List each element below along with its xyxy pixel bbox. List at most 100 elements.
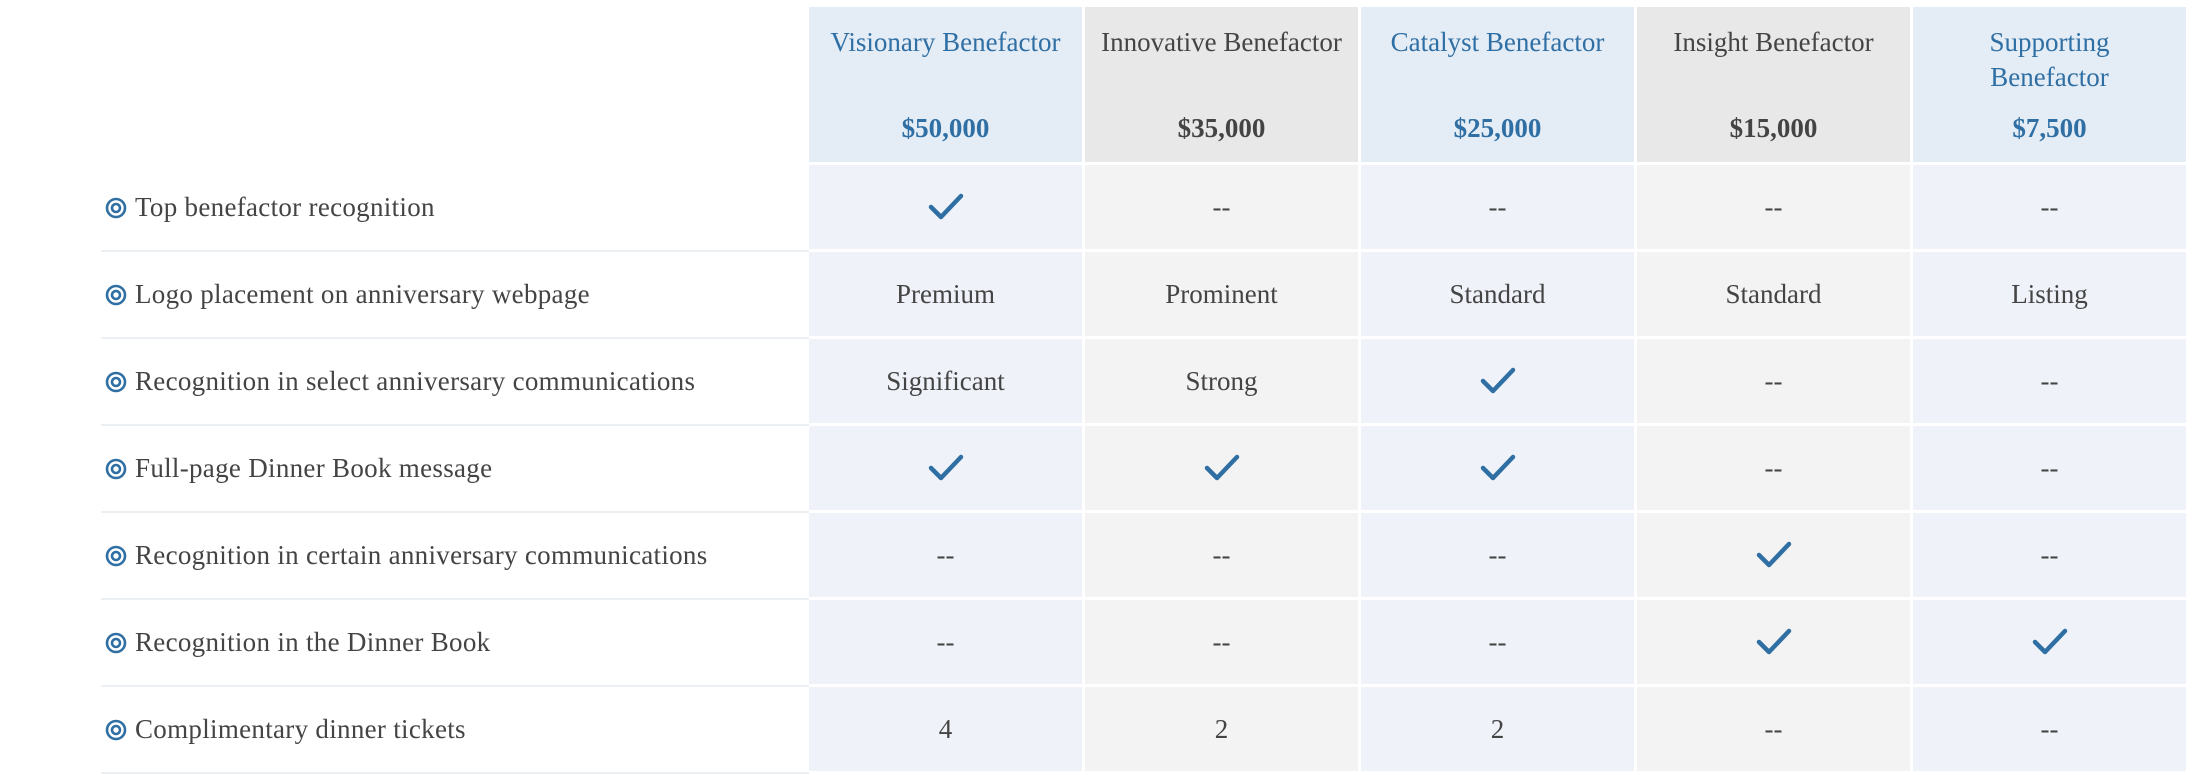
check-mark [1756, 541, 1791, 568]
bullet-icon [105, 371, 127, 392]
cell-text: Standard [1725, 278, 1822, 309]
label-text: Top benefactor recognition [135, 192, 435, 222]
tier-price: $35,000 [1177, 113, 1266, 143]
cell-text: -- [1212, 191, 1231, 222]
table-cell: -- [1361, 513, 1634, 597]
label-text: Complimentary dinner tickets [135, 714, 466, 744]
cell-text: -- [1764, 191, 1783, 222]
cell-text: Significant [886, 365, 1005, 396]
tier-name: Catalyst Benefactor [1390, 27, 1605, 57]
cell-text: -- [1488, 626, 1507, 657]
table-cell: 2 [1361, 687, 1634, 771]
cell-text: -- [1212, 539, 1231, 570]
tier-name: Innovative Benefactor [1101, 27, 1342, 57]
tier-header: Supporting Benefactor $7,500 [1913, 7, 2186, 162]
table-cell: 4 [809, 687, 1082, 771]
cell-text: Prominent [1165, 278, 1278, 309]
cell-text: -- [1764, 713, 1783, 744]
tier-price: $25,000 [1453, 113, 1542, 143]
tier-price: $7,500 [2012, 113, 2087, 143]
cell-text: Strong [1185, 365, 1258, 396]
table-cell [1637, 600, 1910, 684]
bullet-icon [105, 719, 127, 740]
table-cell: -- [1913, 165, 2186, 249]
cell-text: -- [2040, 452, 2059, 483]
tier-header: Catalyst Benefactor $25,000 [1361, 7, 1634, 162]
cell-text: Listing [2011, 278, 2088, 309]
table-cell: Prominent [1085, 252, 1358, 336]
row-label: Complimentary dinner tickets [101, 687, 809, 774]
cell-text: Standard [1449, 278, 1546, 309]
table-cell: -- [1637, 339, 1910, 423]
row-label: Logo placement on anniversary webpage [101, 252, 809, 339]
check-mark [1480, 454, 1515, 481]
row-label: Top benefactor recognition [101, 165, 809, 252]
label-text: Recognition in certain anniversary commu… [135, 540, 708, 570]
table-cell [1361, 339, 1634, 423]
cell-text: -- [936, 626, 955, 657]
check-mark [928, 193, 963, 220]
table-cell: Significant [809, 339, 1082, 423]
tier-header: Insight Benefactor $15,000 [1637, 7, 1910, 162]
table-cell: Listing [1913, 252, 2186, 336]
cell-text: -- [2040, 191, 2059, 222]
tier-name: Visionary Benefactor [830, 27, 1061, 57]
cell-text: -- [2040, 539, 2059, 570]
cell-text: -- [2040, 713, 2059, 744]
row-label: Recognition in select anniversary commun… [101, 339, 809, 426]
table-cell: -- [1085, 600, 1358, 684]
tier-name: Insight Benefactor [1673, 27, 1874, 57]
cell-text: -- [1488, 191, 1507, 222]
cell-text: 2 [1490, 713, 1505, 744]
cell-text: 4 [938, 713, 953, 744]
table-cell [1913, 600, 2186, 684]
check-mark [1480, 367, 1515, 394]
row-label: Recognition in certain anniversary commu… [101, 513, 809, 600]
table-cell: -- [809, 600, 1082, 684]
label-text: Recognition in the Dinner Book [135, 627, 491, 657]
cell-text: 2 [1214, 713, 1229, 744]
cell-text: -- [1488, 539, 1507, 570]
row-label: Full-page Dinner Book message [101, 426, 809, 513]
table-cell: -- [1637, 687, 1910, 771]
table-cell [809, 165, 1082, 249]
check-mark [928, 454, 963, 481]
label-text: Recognition in select anniversary commun… [135, 366, 696, 396]
table-cell: -- [1085, 165, 1358, 249]
cell-text: Premium [896, 278, 995, 309]
table-cell: -- [1361, 600, 1634, 684]
label-text: Logo placement on anniversary webpage [135, 279, 590, 309]
tier-price: $15,000 [1729, 113, 1818, 143]
cell-text: -- [936, 539, 955, 570]
bullet-icon [105, 284, 127, 305]
cell-text: -- [1764, 365, 1783, 396]
row-label: Recognition in the Dinner Book [101, 600, 809, 687]
table-cell [1085, 426, 1358, 510]
tier-header: Visionary Benefactor $50,000 [809, 7, 1082, 162]
table-cell: -- [809, 513, 1082, 597]
check-mark [1204, 454, 1239, 481]
cell-text: -- [1212, 626, 1231, 657]
table-cell: Premium [809, 252, 1082, 336]
table-cell: -- [1913, 339, 2186, 423]
table-cell [1361, 426, 1634, 510]
table-cell: -- [1913, 513, 2186, 597]
bullet-icon [105, 458, 127, 479]
tier-price: $50,000 [901, 113, 990, 143]
table-cell: -- [1637, 165, 1910, 249]
tier-header: Innovative Benefactor $35,000 [1085, 7, 1358, 162]
bullet-icon [105, 197, 127, 218]
table-cell: -- [1085, 513, 1358, 597]
table-cell: Standard [1361, 252, 1634, 336]
table-cell: Standard [1637, 252, 1910, 336]
bullet-icon [105, 632, 127, 653]
table-cell: -- [1361, 165, 1634, 249]
cell-text: -- [2040, 365, 2059, 396]
table-cell: -- [1913, 426, 2186, 510]
table-cell: Strong [1085, 339, 1358, 423]
table-cell [1637, 513, 1910, 597]
label-text: Full-page Dinner Book message [135, 453, 493, 483]
table-cell: -- [1913, 687, 2186, 771]
bullet-icon [105, 545, 127, 566]
